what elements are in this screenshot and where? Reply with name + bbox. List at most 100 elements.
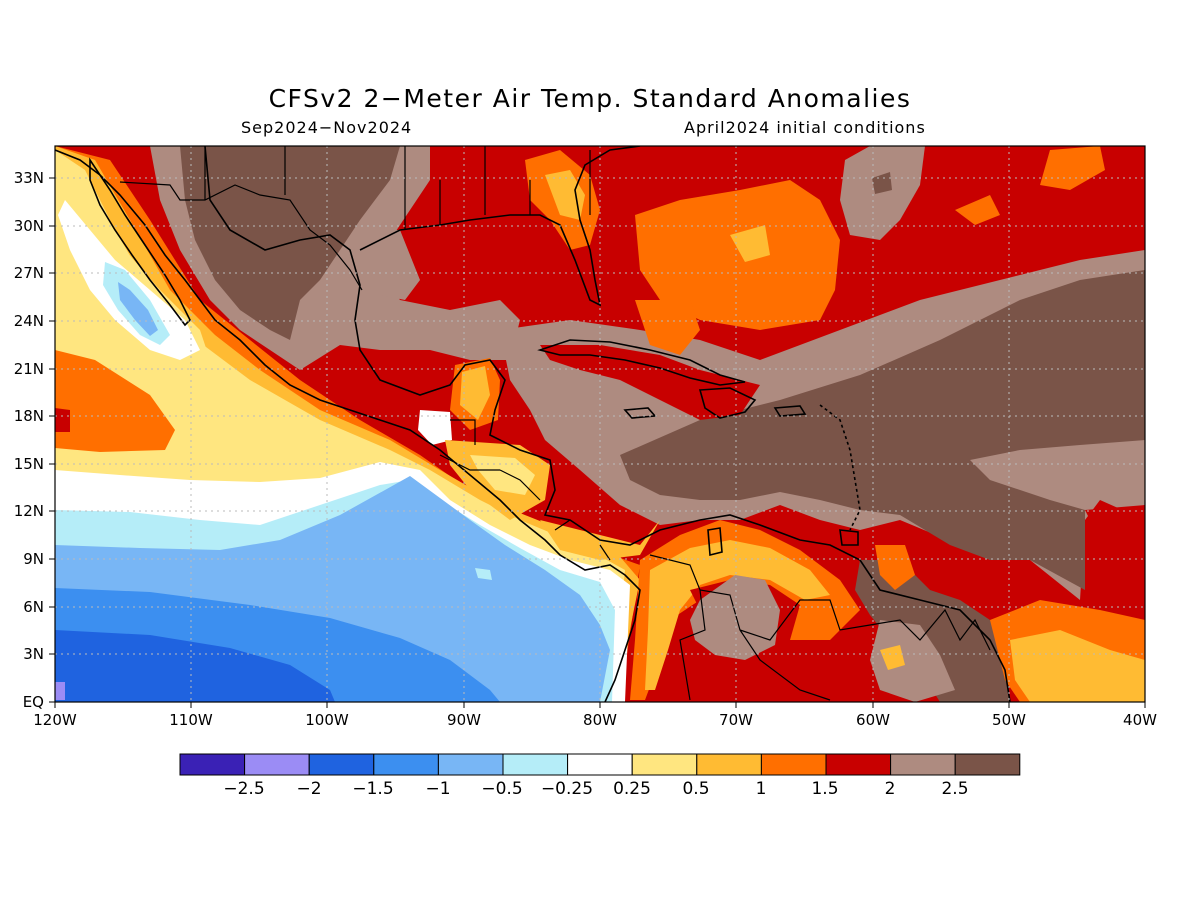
lat-axis-labels: 33N 30N 27N 24N 21N 18N 15N 12N 9N 6N 3N…: [14, 169, 44, 711]
colombia-amber: [645, 540, 830, 690]
venezuela-brown: [690, 575, 780, 660]
pacific-red-patch: [55, 408, 70, 432]
trinidad: [839, 529, 859, 546]
pacific-orange-patch: [55, 350, 175, 452]
lon-tick-label: 70W: [719, 711, 753, 729]
colorbar-label: 1: [756, 779, 767, 799]
colorbar-label: 0.5: [682, 779, 709, 799]
tick-marks: [49, 177, 1146, 708]
atlantic-orange-field: [635, 180, 840, 330]
colorbar-label: −2: [296, 779, 321, 799]
color-bar: [179, 753, 1021, 776]
hispaniola: [698, 387, 757, 419]
baja-blue-pocket: [118, 282, 158, 336]
colorbar-swatch: [825, 753, 892, 776]
colorbar-label: 1.5: [811, 779, 838, 799]
lat-tick-label: 3N: [23, 645, 44, 663]
gulf-brown-lobe: [355, 230, 420, 300]
lat-tick-label: 15N: [14, 455, 44, 473]
colorbar-label: 0.25: [613, 779, 651, 799]
lat-tick-label: 27N: [14, 264, 44, 282]
mexico-us-coast: [55, 149, 641, 702]
colorbar-swatch: [502, 753, 569, 776]
initial-conditions: April2024 initial conditions: [684, 118, 926, 137]
colorbar-label: −1.5: [352, 779, 393, 799]
caribbean-dark-brown: [620, 270, 1145, 590]
honduras-yellow: [470, 455, 535, 495]
central-america-borders: [439, 419, 611, 561]
lon-tick-label: 50W: [992, 711, 1026, 729]
colorbar-swatch: [696, 753, 762, 776]
lon-tick-label: 110W: [169, 711, 213, 729]
lat-tick-label: EQ: [23, 693, 44, 711]
lat-tick-label: 12N: [14, 502, 44, 520]
colorbar-label: −0.25: [541, 779, 593, 799]
colorbar-swatch: [437, 753, 504, 776]
lesser-antilles: [819, 404, 861, 531]
lat-tick-label: 30N: [14, 217, 44, 235]
lake-maracaibo: [707, 527, 723, 557]
colorbar-swatch: [890, 753, 956, 776]
color-bar-labels: −2.5 −2 −1.5 −1 −0.5 −0.25 0.25 0.5 1 1.…: [223, 779, 968, 799]
lat-tick-label: 18N: [14, 407, 44, 425]
colorbar-label: −2.5: [223, 779, 264, 799]
lon-tick-label: 60W: [856, 711, 890, 729]
bahamas-orange: [635, 300, 700, 355]
pacific-darkblue-band: [55, 630, 335, 702]
colorbar-swatch: [308, 753, 375, 776]
colorbar-swatch: [760, 753, 827, 776]
us-mexico-border: [119, 181, 363, 291]
orinoco-orange: [875, 545, 915, 590]
lat-tick-label: 21N: [14, 360, 44, 378]
lon-tick-label: 100W: [305, 711, 349, 729]
colorbar-swatch: [954, 753, 1021, 776]
cuba-red: [540, 345, 760, 420]
atlantic-amber-patch: [730, 225, 770, 262]
pacific-cyan-blip: [475, 568, 492, 580]
us-gulf-florida: [359, 146, 641, 307]
country-borders: [119, 146, 991, 701]
coastlines: [55, 146, 1011, 702]
baja-peninsula: [89, 157, 191, 327]
cuba: [537, 339, 746, 386]
yucatan-amber: [460, 366, 490, 420]
lon-tick-label: 90W: [447, 711, 481, 729]
us-state-lines: [204, 146, 591, 230]
lat-tick-label: 6N: [23, 598, 44, 616]
lon-tick-label: 40W: [1123, 711, 1157, 729]
lon-axis-labels: 120W 110W 100W 90W 80W 70W 60W 50W 40W: [33, 711, 1157, 729]
ne-orange-patch: [1040, 146, 1105, 190]
colorbar-swatch: [179, 753, 246, 776]
colorbar-swatch: [244, 753, 310, 776]
forecast-period: Sep2024−Nov2024: [241, 118, 413, 137]
graticule: [55, 146, 1145, 702]
lon-tick-label: 120W: [33, 711, 77, 729]
atlantic-red-tail: [1085, 505, 1145, 545]
lon-tick-label: 80W: [583, 711, 617, 729]
puerto-rico: [773, 405, 807, 417]
guianas-brown: [855, 560, 1010, 702]
lat-tick-label: 33N: [14, 169, 44, 187]
guianas-light-brown: [870, 620, 955, 702]
anomaly-fields: [55, 146, 1145, 702]
pacific-violet-patch: [55, 682, 65, 700]
colorbar-label: −1: [425, 779, 450, 799]
colorbar-swatch: [631, 753, 698, 776]
florida-amber: [545, 170, 585, 220]
lat-tick-label: 9N: [23, 550, 44, 568]
colorbar-swatch: [567, 753, 633, 776]
colorbar-label: −0.5: [481, 779, 522, 799]
ne-orange-patch-2: [955, 195, 1000, 225]
lat-tick-label: 24N: [14, 312, 44, 330]
guatemala-white: [418, 410, 452, 445]
brazil-amber: [1010, 630, 1145, 702]
colorbar-swatch: [373, 753, 439, 776]
map-title: CFSv2 2−Meter Air Temp. Standard Anomali…: [268, 84, 912, 113]
colorbar-label: 2: [885, 779, 896, 799]
guyana-amber-blip: [880, 645, 905, 670]
atlantic-light-brown: [840, 146, 925, 240]
gulf-coast: [204, 146, 1011, 702]
south-america-borders: [649, 554, 991, 701]
colorbar-label: 2.5: [941, 779, 968, 799]
